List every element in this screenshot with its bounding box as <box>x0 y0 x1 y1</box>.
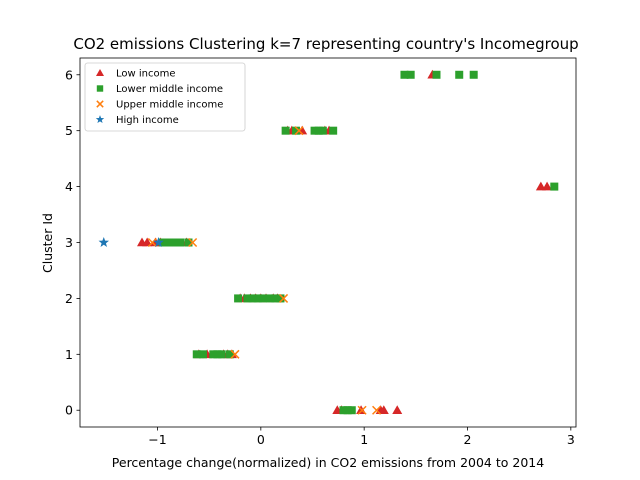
data-point <box>142 237 153 247</box>
y-tick-label: 6 <box>65 67 73 82</box>
data-point <box>347 406 356 415</box>
data-point <box>225 350 234 359</box>
data-point <box>343 406 352 415</box>
data-point <box>339 406 348 415</box>
data-point <box>378 405 389 414</box>
data-point <box>357 405 367 415</box>
data-point <box>192 350 201 359</box>
data-point <box>291 126 300 135</box>
data-point <box>294 126 304 136</box>
data-point <box>176 238 185 247</box>
data-point <box>188 237 198 248</box>
y-tick-label: 0 <box>65 403 73 418</box>
data-point <box>213 350 222 359</box>
y-axis-label: Cluster Id <box>40 213 55 273</box>
legend-label: High income <box>116 115 179 126</box>
series-upper-middle-income <box>147 126 382 415</box>
legend-marker <box>96 100 104 108</box>
data-point <box>266 294 275 303</box>
data-point <box>392 405 403 414</box>
plot-area <box>98 69 559 415</box>
chart-title: CO2 emissions Clustering k=7 representin… <box>73 35 578 53</box>
data-point <box>258 294 267 303</box>
data-point <box>158 238 167 247</box>
data-point <box>271 294 280 303</box>
data-point <box>400 70 409 79</box>
legend: Low income Lower middle income Upper middl… <box>84 62 246 132</box>
x-tick-label: 3 <box>567 432 575 447</box>
data-point <box>167 238 176 247</box>
data-point <box>469 70 478 79</box>
data-point <box>455 70 464 79</box>
data-point <box>217 350 226 359</box>
data-point <box>432 70 441 79</box>
legend-entry: High income <box>95 115 179 126</box>
legend-label: Low income <box>116 69 176 80</box>
data-point <box>234 294 243 303</box>
legend-box <box>84 62 246 132</box>
data-point <box>248 294 257 303</box>
legend-entry: Low income <box>96 69 176 80</box>
data-point <box>314 126 323 135</box>
x-marker-stroke <box>294 126 304 136</box>
series-lower-middle-income <box>158 70 559 415</box>
x-marker-stroke <box>279 293 289 303</box>
data-point <box>329 126 338 135</box>
data-point <box>172 238 181 247</box>
y-tick-label: 2 <box>65 291 73 306</box>
data-point <box>550 182 559 191</box>
data-point <box>542 181 553 191</box>
data-point <box>310 126 319 135</box>
series-high-income <box>98 237 164 247</box>
x-tick-label: 0 <box>257 432 265 447</box>
x-axis-label: Percentage change(normalized) in CO2 emi… <box>112 455 544 470</box>
data-point <box>406 70 415 79</box>
x-tick-label: 1 <box>360 432 368 447</box>
data-point <box>281 126 290 135</box>
y-tick-label: 1 <box>65 347 73 362</box>
legend-label: Lower middle income <box>116 84 223 95</box>
data-point <box>276 294 285 303</box>
legend-marker <box>96 69 104 76</box>
data-point <box>230 349 240 359</box>
data-point <box>198 350 207 359</box>
x-marker-stroke <box>96 100 104 108</box>
data-point <box>253 294 262 303</box>
data-point <box>147 237 157 248</box>
data-point <box>279 293 289 303</box>
data-point <box>98 237 109 247</box>
data-point <box>153 237 164 247</box>
x-marker-stroke <box>147 237 157 248</box>
legend-label: Upper middle income <box>116 100 223 111</box>
y-tick-label: 3 <box>65 235 73 250</box>
data-point <box>372 405 382 415</box>
x-marker-stroke <box>230 349 240 359</box>
axis-ticks: −1 0 1 2 3 0 1 2 3 4 5 6 <box>65 57 577 447</box>
y-tick-label: 5 <box>65 123 73 138</box>
legend-marker <box>96 85 104 92</box>
data-point <box>318 126 327 135</box>
x-marker-stroke <box>372 405 382 415</box>
data-point <box>243 294 252 303</box>
legend-entry: Lower middle income <box>96 84 223 95</box>
x-marker-stroke <box>188 237 198 248</box>
x-tick-label: 2 <box>464 432 472 447</box>
data-point <box>209 350 218 359</box>
x-tick-label: −1 <box>148 432 166 447</box>
legend-marker <box>95 115 105 124</box>
data-point <box>184 238 193 247</box>
data-point <box>163 238 172 247</box>
x-marker-stroke <box>357 405 367 415</box>
y-tick-label: 4 <box>65 179 73 194</box>
legend-entry: Upper middle income <box>96 100 223 111</box>
